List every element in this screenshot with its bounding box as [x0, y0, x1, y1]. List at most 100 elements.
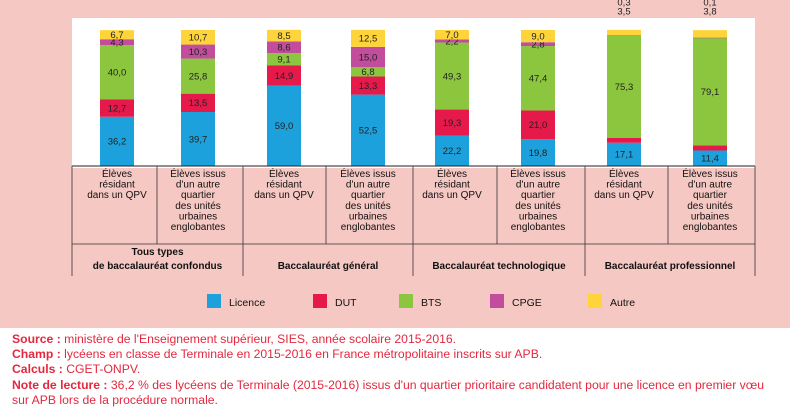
bar-segment-cpge	[521, 42, 555, 47]
segment-value-label: 9,1	[277, 55, 290, 66]
bar-segment-autre	[100, 30, 134, 40]
category-label: dans un QPV	[87, 190, 147, 201]
category-label: quartier	[693, 190, 728, 201]
segment-value-label: 6,8	[361, 67, 374, 78]
bar-segment-cpge	[607, 35, 641, 36]
bar-segment-bts	[435, 42, 469, 110]
segment-value-label: 2,2	[445, 36, 458, 47]
bar-segment-bts	[267, 53, 301, 66]
category-label: des unités	[687, 201, 733, 212]
bar-segment-bts	[181, 58, 215, 94]
legend-swatch-cpge	[490, 294, 504, 308]
segment-value-label: 3,8	[703, 6, 716, 17]
category-label: urbaines	[519, 211, 557, 222]
bar-segment-cpge	[435, 39, 469, 43]
segment-value-label: 36,2	[108, 137, 127, 148]
category-label: quartier	[521, 190, 556, 201]
bar-segment-bts	[351, 67, 385, 77]
segment-value-label: 21,0	[529, 120, 548, 131]
group-label: Baccalauréat technologique	[432, 261, 566, 272]
note-champ: Champ : lycéens en classe de Terminale e…	[12, 347, 543, 362]
segment-value-label: 19,3	[443, 118, 462, 129]
category-label: Élèves	[102, 167, 132, 180]
category-label: Élèves issus	[170, 167, 226, 180]
category-label: d'un autre	[176, 180, 221, 191]
segment-value-label: 47,4	[529, 74, 548, 85]
segment-value-label: 0,1	[703, 0, 716, 8]
segment-value-label: 15,0	[359, 52, 378, 63]
bar-segment-licence	[267, 85, 301, 166]
segment-value-label: 9,0	[531, 31, 544, 42]
segment-value-label: 8,5	[277, 31, 290, 42]
category-label: résidant	[99, 180, 135, 191]
bar-segment-cpge	[181, 44, 215, 59]
category-label: des unités	[515, 201, 561, 212]
legend-swatch-dut	[313, 294, 327, 308]
bar-segment-cpge	[351, 46, 385, 68]
bar-segment-cpge	[693, 37, 727, 39]
category-label: Élèves issus	[682, 167, 738, 180]
category-label: Élèves issus	[340, 167, 396, 180]
category-label: résidant	[266, 180, 302, 191]
category-label: dans un QPV	[594, 190, 654, 201]
segment-value-label: 0,3	[617, 0, 630, 8]
segment-value-label: 6,7	[110, 30, 123, 41]
bar-segment-autre	[607, 29, 641, 36]
bar-segment-bts	[607, 35, 641, 138]
notes-block: Source : ministère de l'Enseignement sup…	[12, 332, 782, 408]
bar-segment-autre	[693, 30, 727, 38]
bar-segment-dut	[693, 145, 727, 151]
segment-value-label: 11,4	[701, 154, 719, 165]
segment-value-label: 10,7	[189, 33, 208, 44]
category-label: dans un QPV	[254, 190, 314, 201]
category-label: d'un autre	[516, 180, 561, 191]
segment-value-label: 79,1	[701, 87, 720, 98]
bar-segment-dut	[267, 65, 301, 86]
category-label: dans un QPV	[422, 190, 482, 201]
legend-swatch-bts	[399, 294, 413, 308]
category-label: quartier	[351, 190, 386, 201]
note-calculs: Calculs : CGET-ONPV.	[12, 362, 141, 377]
bar-segment-licence	[607, 142, 641, 166]
category-label: Élèves	[437, 167, 467, 180]
bar-segment-bts	[100, 45, 134, 100]
bar-segment-autre	[181, 30, 215, 45]
segment-value-label: 2,8	[531, 39, 544, 50]
segment-value-label: 8,6	[277, 43, 290, 54]
bar-segment-autre	[435, 30, 469, 40]
bar-segment-dut	[351, 76, 385, 95]
segment-value-label: 12,5	[359, 34, 378, 45]
segment-value-label: 12,7	[108, 103, 127, 114]
bar-segment-cpge	[100, 39, 134, 46]
category-label: urbaines	[691, 211, 729, 222]
legend-label-licence: Licence	[229, 297, 265, 309]
segment-value-label: 59,0	[275, 121, 294, 132]
segment-value-label: 52,5	[359, 126, 378, 137]
legend-label-autre: Autre	[610, 297, 635, 309]
bar-segment-dut	[100, 99, 134, 117]
bar-segment-cpge	[267, 41, 301, 54]
category-label: urbaines	[349, 211, 387, 222]
category-label: résidant	[434, 180, 470, 191]
category-label: Élèves	[269, 167, 299, 180]
group-label: Baccalauréat général	[278, 261, 379, 272]
legend-label-dut: DUT	[335, 297, 357, 309]
bar-segment-licence	[435, 135, 469, 166]
bar-segment-bts	[521, 46, 555, 111]
segment-value-label: 7,0	[445, 30, 458, 41]
chart-panel: 36,2 12,7 40,0 4,3 6,7 Élèves résidant dans un …	[0, 0, 790, 328]
segment-value-label: 25,8	[189, 71, 208, 82]
category-label: englobantes	[683, 222, 738, 233]
category-label: d'un autre	[688, 180, 733, 191]
segment-value-label: 17,1	[615, 150, 634, 161]
segment-value-label: 10,3	[189, 47, 208, 58]
segment-value-label: 3,5	[617, 6, 630, 17]
bar-segment-bts	[693, 37, 727, 146]
bar-segment-autre	[351, 29, 385, 47]
bar-segment-licence	[693, 150, 727, 166]
bar-segment-dut	[435, 109, 469, 136]
category-label: résidant	[606, 180, 642, 191]
segment-value-label: 13,5	[189, 98, 208, 109]
category-label: englobantes	[171, 222, 226, 233]
